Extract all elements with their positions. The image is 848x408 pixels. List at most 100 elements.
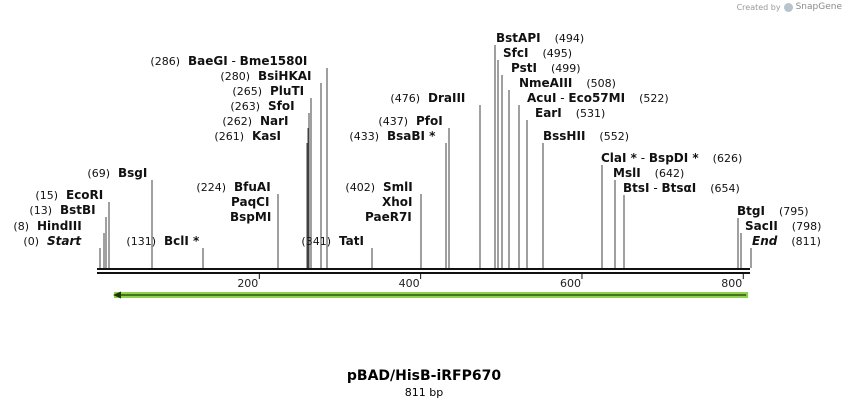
- site-label[interactable]: EarI: [535, 106, 562, 120]
- enzyme-name[interactable]: TatI: [339, 234, 364, 248]
- enzyme-name[interactable]: XhoI: [382, 195, 413, 209]
- site-label[interactable]: NmeAIII: [519, 76, 572, 90]
- enzyme-name[interactable]: HindIII: [37, 219, 82, 233]
- restriction-site[interactable]: NmeAIII (508): [519, 76, 616, 90]
- site-label[interactable]: PaqCI: [231, 195, 269, 209]
- restriction-site[interactable]: PaeR7I: [365, 210, 412, 224]
- enzyme-name[interactable]: BaeGI: [188, 54, 228, 68]
- enzyme-name[interactable]: PstI: [511, 61, 537, 75]
- restriction-site[interactable]: XhoI: [382, 195, 413, 209]
- enzyme-name[interactable]: PluTI: [270, 84, 304, 98]
- site-label[interactable]: SmlI: [383, 180, 413, 194]
- enzyme-name[interactable]: EarI: [535, 106, 562, 120]
- site-label[interactable]: BaeGI - Bme1580I: [188, 54, 307, 68]
- restriction-site[interactable]: PfoI (437): [378, 114, 442, 128]
- enzyme-name[interactable]: PaqCI: [231, 195, 269, 209]
- restriction-site[interactable]: SacII (798): [745, 219, 821, 233]
- restriction-site[interactable]: BtsI - BtsαI (654): [623, 181, 740, 195]
- restriction-site[interactable]: KasI (261): [214, 129, 281, 143]
- restriction-site[interactable]: BstBI (13): [29, 203, 95, 217]
- site-label[interactable]: BsgI: [118, 166, 147, 180]
- restriction-site[interactable]: BaeGI - Bme1580I (286): [150, 54, 307, 68]
- enzyme-name[interactable]: PfoI: [416, 114, 443, 128]
- site-label[interactable]: BsiHKAI: [258, 69, 312, 83]
- enzyme-name[interactable]: DraIII: [428, 91, 465, 105]
- enzyme-name[interactable]: SacII: [745, 219, 778, 233]
- site-label[interactable]: KasI: [252, 129, 281, 143]
- site-label[interactable]: SacII: [745, 219, 778, 233]
- site-label[interactable]: BclI *: [164, 234, 200, 248]
- enzyme-name[interactable]: EcoRI: [66, 188, 103, 202]
- enzyme-name[interactable]: Bme1580I: [240, 54, 308, 68]
- site-label[interactable]: BstAPI: [496, 31, 541, 45]
- restriction-site[interactable]: BstAPI (494): [496, 31, 584, 45]
- site-label[interactable]: DraIII: [428, 91, 465, 105]
- enzyme-name[interactable]: BtsαI: [661, 181, 696, 195]
- enzyme-name[interactable]: BspMI: [230, 210, 271, 224]
- restriction-site[interactable]: EarI (531): [535, 106, 605, 120]
- restriction-site[interactable]: BspMI: [230, 210, 271, 224]
- restriction-site[interactable]: TatI (341): [301, 234, 364, 248]
- enzyme-name[interactable]: NarI: [260, 114, 289, 128]
- site-label[interactable]: BssHII: [543, 129, 585, 143]
- restriction-site[interactable]: SmlI (402): [345, 180, 412, 194]
- site-label[interactable]: Start: [47, 234, 82, 248]
- enzyme-name[interactable]: BsgI: [118, 166, 147, 180]
- enzyme-name[interactable]: SmlI: [383, 180, 413, 194]
- enzyme-name[interactable]: BsiHKAI: [258, 69, 312, 83]
- restriction-site[interactable]: MslI (642): [613, 166, 684, 180]
- enzyme-name[interactable]: ClaI: [601, 151, 626, 165]
- enzyme-name[interactable]: BtsI: [623, 181, 650, 195]
- enzyme-name[interactable]: BssHII: [543, 129, 585, 143]
- restriction-site[interactable]: SfoI (263): [230, 99, 294, 113]
- site-label[interactable]: AcuI - Eco57MI: [527, 91, 625, 105]
- site-label[interactable]: PaeR7I: [365, 210, 412, 224]
- restriction-site[interactable]: Start (0): [23, 234, 82, 248]
- restriction-site[interactable]: EcoRI (15): [35, 188, 103, 202]
- site-label[interactable]: PfoI: [416, 114, 443, 128]
- restriction-site[interactable]: BtgI (795): [737, 204, 809, 218]
- restriction-site[interactable]: ClaI * - BspDI * (626): [601, 151, 742, 165]
- restriction-site[interactable]: BclI * (131): [126, 234, 200, 248]
- site-label[interactable]: BsaBI *: [387, 129, 436, 143]
- restriction-site[interactable]: DraIII (476): [390, 91, 465, 105]
- restriction-site[interactable]: PluTI (265): [232, 84, 304, 98]
- enzyme-name[interactable]: BstAPI: [496, 31, 541, 45]
- restriction-site[interactable]: BsiHKAI (280): [220, 69, 311, 83]
- restriction-site[interactable]: BfuAI (224): [196, 180, 270, 194]
- enzyme-name[interactable]: BclI: [164, 234, 189, 248]
- site-label[interactable]: PstI: [511, 61, 537, 75]
- enzyme-name[interactable]: BtgI: [737, 204, 765, 218]
- enzyme-name[interactable]: NmeAIII: [519, 76, 572, 90]
- enzyme-name[interactable]: BstBI: [60, 203, 96, 217]
- restriction-site[interactable]: BsgI (69): [87, 166, 147, 180]
- enzyme-name[interactable]: SfcI: [503, 46, 528, 60]
- restriction-site[interactable]: AcuI - Eco57MI (522): [527, 91, 669, 105]
- enzyme-name[interactable]: KasI: [252, 129, 281, 143]
- site-label[interactable]: BtgI: [737, 204, 765, 218]
- site-label[interactable]: SfcI: [503, 46, 528, 60]
- site-label[interactable]: TatI: [339, 234, 364, 248]
- enzyme-name[interactable]: MslI: [613, 166, 641, 180]
- site-label[interactable]: HindIII: [37, 219, 82, 233]
- restriction-site[interactable]: BsaBI * (433): [349, 129, 436, 143]
- restriction-site[interactable]: PstI (499): [511, 61, 581, 75]
- enzyme-name[interactable]: AcuI: [527, 91, 556, 105]
- site-label[interactable]: BtsI - BtsαI: [623, 181, 696, 195]
- enzyme-name[interactable]: Eco57MI: [568, 91, 625, 105]
- site-label[interactable]: MslI: [613, 166, 641, 180]
- site-label[interactable]: End: [752, 234, 778, 248]
- feature-arrow[interactable]: [113, 291, 749, 299]
- enzyme-name[interactable]: SfoI: [268, 99, 295, 113]
- restriction-site[interactable]: NarI (262): [222, 114, 288, 128]
- enzyme-name[interactable]: End: [752, 234, 778, 248]
- site-label[interactable]: BspMI: [230, 210, 271, 224]
- restriction-site[interactable]: HindIII (8): [13, 219, 81, 233]
- site-label[interactable]: BfuAI: [234, 180, 271, 194]
- site-label[interactable]: SfoI: [268, 99, 295, 113]
- site-label[interactable]: PluTI: [270, 84, 304, 98]
- enzyme-name[interactable]: Start: [47, 234, 82, 248]
- restriction-site[interactable]: PaqCI: [231, 195, 269, 209]
- enzyme-name[interactable]: PaeR7I: [365, 210, 412, 224]
- restriction-site[interactable]: End (811): [752, 234, 821, 248]
